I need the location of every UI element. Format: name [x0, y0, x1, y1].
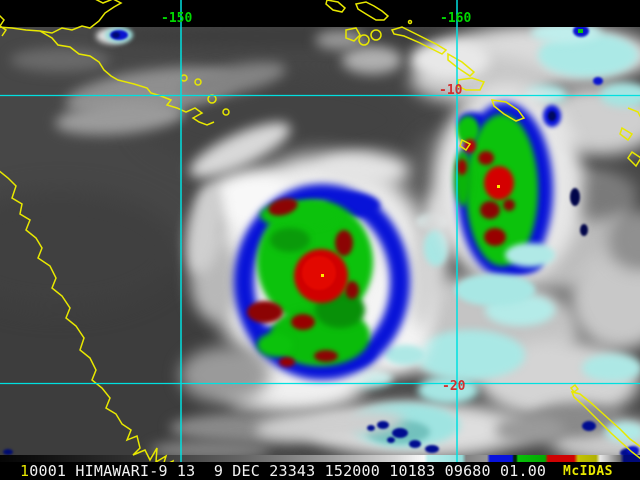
mcidas-logo-text: McIDAS	[563, 464, 613, 479]
coastline-new-guinea	[39, 0, 123, 34]
latitude-label-20: -20	[442, 379, 466, 394]
image-info-text: 0001 HIMAWARI-9 13 9 DEC 23343 152000 10…	[29, 462, 547, 480]
tropical-cyclone	[180, 122, 451, 440]
top-black-band	[0, 0, 640, 27]
coastline-new-caledonia	[570, 390, 640, 460]
frame-number: 1	[20, 462, 30, 480]
grid-layer	[0, 0, 640, 463]
latitude-label-10: -10	[439, 83, 463, 98]
longitude-label-160: -160	[440, 11, 472, 26]
longitude-label-150: -150	[161, 11, 193, 26]
convective-system	[433, 85, 583, 306]
enhancement-color-bar	[0, 455, 640, 462]
status-text: 10001 HIMAWARI-9 13 9 DEC 23343 152000 1…	[20, 464, 546, 479]
status-bar: 10001 HIMAWARI-9 13 9 DEC 23343 152000 1…	[0, 462, 640, 480]
cold-cloud-specks	[3, 4, 639, 458]
coastline-australia	[0, 170, 194, 480]
